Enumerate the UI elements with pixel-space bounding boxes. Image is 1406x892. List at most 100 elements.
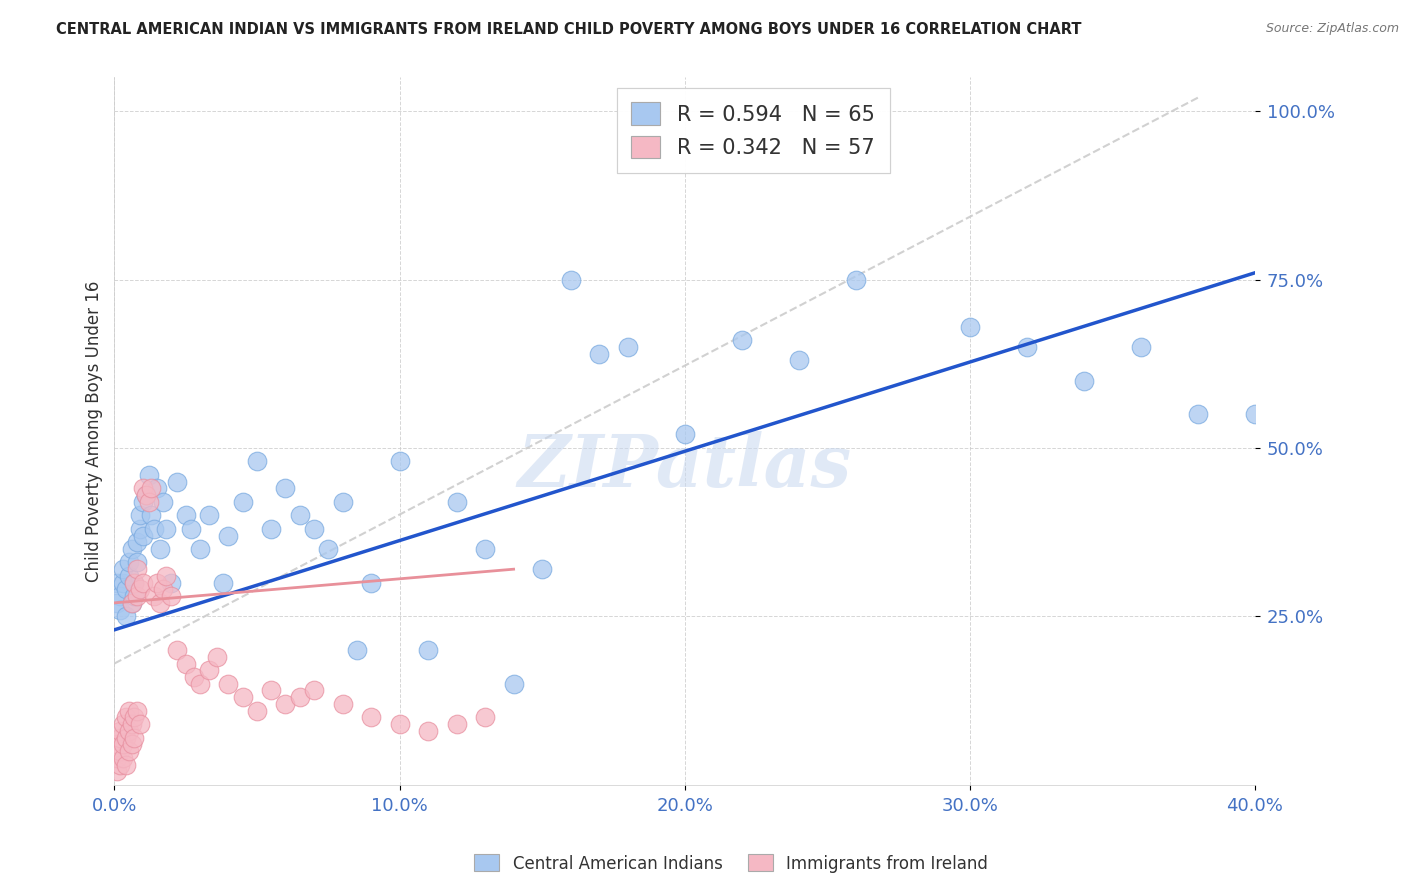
Point [155, 569, 177, 583]
Point [246, 704, 269, 718]
Point [127, 589, 149, 603]
Point [127, 562, 149, 576]
Point [166, 643, 188, 657]
Legend: Central American Indians, Immigrants from Ireland: Central American Indians, Immigrants fro… [468, 847, 994, 880]
Point [129, 522, 152, 536]
Point [246, 454, 269, 468]
Point [118, 723, 141, 738]
Point [446, 717, 468, 731]
Point [124, 731, 146, 745]
Point [129, 582, 152, 597]
Point [124, 575, 146, 590]
Point [149, 541, 172, 556]
Point [360, 575, 382, 590]
Point [845, 272, 868, 286]
Point [135, 488, 157, 502]
Point [121, 541, 143, 556]
Point [149, 596, 172, 610]
Point [118, 556, 141, 570]
Point [217, 528, 239, 542]
Point [129, 717, 152, 731]
Point [146, 575, 169, 590]
Point [160, 589, 183, 603]
Point [332, 697, 354, 711]
Point [260, 522, 283, 536]
Point [111, 562, 134, 576]
Point [1187, 407, 1209, 421]
Point [118, 744, 141, 758]
Point [1015, 340, 1038, 354]
Point [111, 737, 134, 751]
Point [474, 541, 496, 556]
Point [1244, 407, 1267, 421]
Point [127, 535, 149, 549]
Point [274, 481, 297, 495]
Point [121, 596, 143, 610]
Point [135, 488, 157, 502]
Point [174, 657, 197, 671]
Point [288, 508, 311, 523]
Point [1073, 374, 1095, 388]
Point [211, 575, 233, 590]
Point [121, 596, 143, 610]
Point [188, 676, 211, 690]
Point [232, 690, 254, 705]
Point [959, 319, 981, 334]
Point [183, 670, 205, 684]
Point [474, 710, 496, 724]
Point [143, 589, 166, 603]
Y-axis label: Child Poverty Among Boys Under 16: Child Poverty Among Boys Under 16 [86, 280, 103, 582]
Point [388, 454, 411, 468]
Point [118, 569, 141, 583]
Point [146, 481, 169, 495]
Point [121, 737, 143, 751]
Point [205, 649, 228, 664]
Point [180, 522, 202, 536]
Point [531, 562, 554, 576]
Point [217, 676, 239, 690]
Point [111, 575, 134, 590]
Point [152, 582, 174, 597]
Point [105, 751, 128, 765]
Point [288, 690, 311, 705]
Point [141, 508, 163, 523]
Point [111, 717, 134, 731]
Point [673, 427, 696, 442]
Text: ZIPatlas: ZIPatlas [517, 431, 852, 502]
Point [129, 508, 152, 523]
Point [232, 495, 254, 509]
Point [160, 575, 183, 590]
Legend: R = 0.594   N = 65, R = 0.342   N = 57: R = 0.594 N = 65, R = 0.342 N = 57 [617, 87, 890, 173]
Point [502, 676, 524, 690]
Point [132, 495, 155, 509]
Point [787, 353, 810, 368]
Point [166, 475, 188, 489]
Point [108, 731, 131, 745]
Point [105, 596, 128, 610]
Point [114, 609, 136, 624]
Point [316, 541, 339, 556]
Point [416, 643, 439, 657]
Point [260, 683, 283, 698]
Point [188, 541, 211, 556]
Point [141, 481, 163, 495]
Point [197, 508, 219, 523]
Point [174, 508, 197, 523]
Point [332, 495, 354, 509]
Point [108, 744, 131, 758]
Point [143, 522, 166, 536]
Point [446, 495, 468, 509]
Point [360, 710, 382, 724]
Point [616, 340, 638, 354]
Point [155, 522, 177, 536]
Point [346, 643, 368, 657]
Point [105, 764, 128, 779]
Point [114, 710, 136, 724]
Point [416, 723, 439, 738]
Point [302, 522, 325, 536]
Point [121, 717, 143, 731]
Point [132, 528, 155, 542]
Point [138, 495, 160, 509]
Point [132, 575, 155, 590]
Point [560, 272, 582, 286]
